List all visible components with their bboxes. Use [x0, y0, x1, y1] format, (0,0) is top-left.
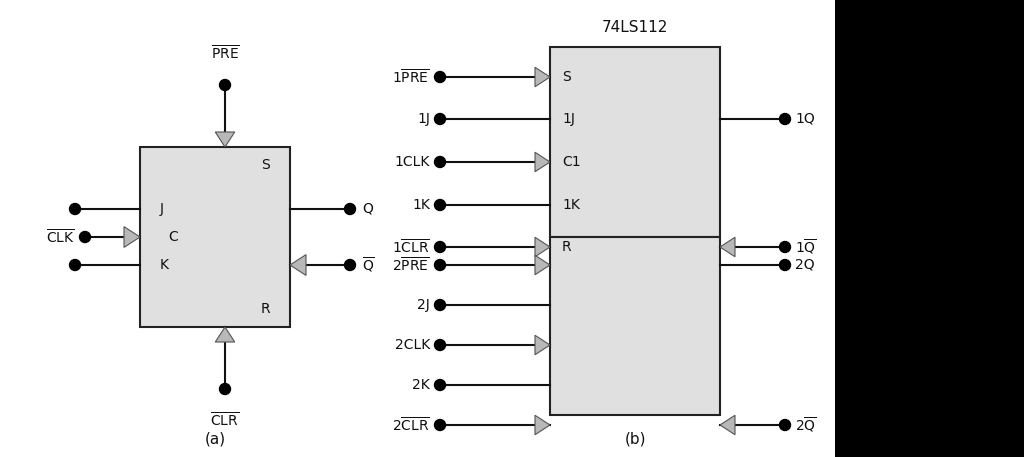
- Circle shape: [434, 379, 445, 390]
- Text: 2K: 2K: [413, 378, 430, 392]
- Polygon shape: [535, 237, 550, 257]
- Text: J: J: [160, 202, 164, 216]
- Bar: [835, 0, 1024, 457]
- Text: 2Q: 2Q: [795, 258, 815, 272]
- Text: $\overline{\mathrm{CLK}}$: $\overline{\mathrm{CLK}}$: [46, 228, 75, 246]
- Text: 1$\overline{\mathrm{Q}}$: 1$\overline{\mathrm{Q}}$: [795, 237, 817, 257]
- Text: C: C: [168, 230, 178, 244]
- Circle shape: [779, 241, 791, 253]
- Text: S: S: [261, 158, 269, 172]
- Text: (b): (b): [625, 431, 646, 446]
- Polygon shape: [535, 415, 550, 435]
- Circle shape: [434, 299, 445, 310]
- Text: R: R: [260, 302, 269, 316]
- Circle shape: [344, 203, 355, 214]
- Circle shape: [70, 260, 81, 271]
- Bar: [140, 147, 290, 327]
- Text: $\overline{\mathrm{Q}}$: $\overline{\mathrm{Q}}$: [362, 255, 375, 275]
- Circle shape: [779, 113, 791, 124]
- Text: R: R: [562, 240, 571, 254]
- Polygon shape: [535, 67, 550, 87]
- Text: 2$\overline{\mathrm{CLR}}$: 2$\overline{\mathrm{CLR}}$: [392, 416, 430, 434]
- Text: 1K: 1K: [562, 198, 580, 212]
- Text: 2$\overline{\mathrm{Q}}$: 2$\overline{\mathrm{Q}}$: [795, 415, 817, 435]
- Circle shape: [344, 260, 355, 271]
- Polygon shape: [535, 335, 550, 355]
- Text: K: K: [160, 258, 169, 272]
- Text: 2$\overline{\mathrm{PRE}}$: 2$\overline{\mathrm{PRE}}$: [392, 256, 430, 274]
- Text: 2CLK: 2CLK: [394, 338, 430, 352]
- Circle shape: [434, 156, 445, 168]
- Circle shape: [219, 80, 230, 90]
- Text: (a): (a): [205, 431, 225, 446]
- Circle shape: [80, 232, 90, 243]
- Text: C1: C1: [562, 155, 581, 169]
- Circle shape: [779, 420, 791, 430]
- Circle shape: [70, 203, 81, 214]
- Polygon shape: [290, 255, 306, 276]
- Polygon shape: [720, 237, 735, 257]
- Bar: [550, 47, 720, 237]
- Text: S: S: [562, 70, 570, 84]
- Circle shape: [434, 420, 445, 430]
- Polygon shape: [535, 255, 550, 275]
- Text: 1CLK: 1CLK: [394, 155, 430, 169]
- Text: 1J: 1J: [417, 112, 430, 126]
- Circle shape: [434, 71, 445, 83]
- Text: $\overline{\mathrm{PRE}}$: $\overline{\mathrm{PRE}}$: [211, 45, 240, 63]
- Circle shape: [434, 241, 445, 253]
- Circle shape: [434, 340, 445, 351]
- Text: Q: Q: [362, 202, 373, 216]
- Text: $\overline{\mathrm{CLR}}$: $\overline{\mathrm{CLR}}$: [211, 411, 240, 429]
- Bar: [550, 237, 720, 415]
- Polygon shape: [720, 415, 735, 435]
- Polygon shape: [124, 227, 140, 247]
- Circle shape: [434, 260, 445, 271]
- Text: 1$\overline{\mathrm{PRE}}$: 1$\overline{\mathrm{PRE}}$: [392, 68, 430, 86]
- Text: 1Q: 1Q: [795, 112, 815, 126]
- Polygon shape: [215, 132, 234, 147]
- Circle shape: [434, 113, 445, 124]
- Polygon shape: [215, 327, 234, 342]
- Circle shape: [219, 383, 230, 394]
- Text: 1J: 1J: [562, 112, 574, 126]
- Circle shape: [779, 260, 791, 271]
- Text: 1$\overline{\mathrm{CLR}}$: 1$\overline{\mathrm{CLR}}$: [392, 238, 430, 256]
- Text: 2J: 2J: [417, 298, 430, 312]
- Text: 1K: 1K: [412, 198, 430, 212]
- Circle shape: [434, 200, 445, 211]
- Text: 74LS112: 74LS112: [602, 20, 669, 34]
- Polygon shape: [535, 152, 550, 172]
